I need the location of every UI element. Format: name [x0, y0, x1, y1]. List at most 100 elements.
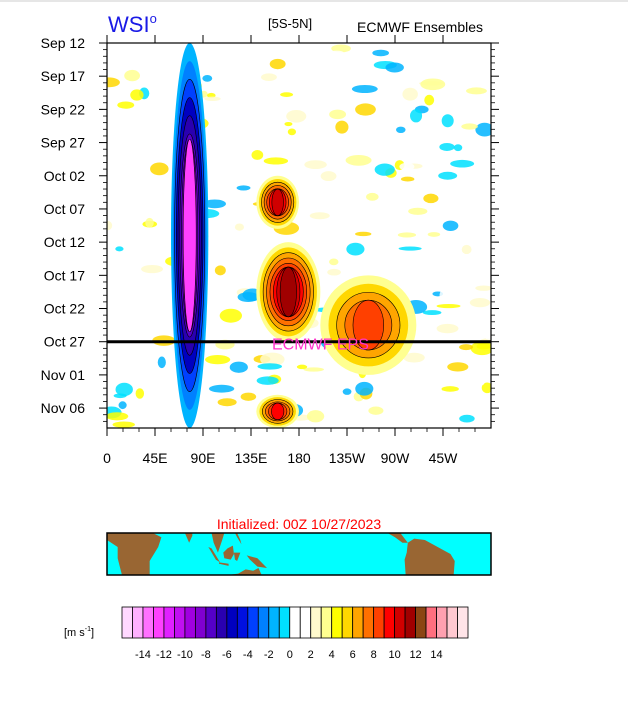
africa-landmass [107, 533, 162, 575]
x-tick-label: 180 [287, 450, 311, 466]
noise-blob [422, 310, 442, 316]
southeast-asia-landmass [211, 533, 225, 553]
noise-blob [107, 220, 113, 231]
colorbar-label: 14 [430, 649, 442, 661]
noise-blob [246, 80, 263, 90]
noise-blob [219, 187, 235, 193]
colorbar-box [341, 606, 354, 639]
colorbar-label: -8 [201, 649, 211, 661]
colorbar-box [362, 606, 375, 639]
noise-blob [436, 323, 459, 334]
colorbar-box [184, 606, 196, 639]
noise-blob [115, 246, 124, 252]
noise-blob [434, 45, 455, 51]
noise-blob [320, 171, 337, 182]
noise-blob [385, 62, 404, 73]
westerly-anomaly-contour [271, 402, 285, 421]
colorbar-label: 6 [350, 649, 356, 661]
noise-blob [345, 154, 372, 166]
noise-blob [330, 370, 339, 378]
sulawesi-island [233, 552, 241, 561]
noise-blob [423, 193, 439, 204]
colorbar-box [352, 606, 364, 639]
noise-blob [260, 73, 277, 81]
borneo-island [223, 545, 234, 560]
noise-blob [461, 123, 478, 130]
colorbar-label: -4 [243, 649, 253, 661]
noise-blob [269, 58, 286, 70]
map-frame [106, 532, 492, 576]
noise-blob [420, 78, 446, 91]
noise-blob [408, 207, 428, 215]
colorbar-box [268, 606, 280, 639]
colorbar-box [457, 606, 469, 639]
noise-blob [410, 109, 423, 123]
wsi-logo-text: WSI [108, 12, 150, 37]
colorbar-box [153, 606, 165, 639]
noise-blob [304, 160, 327, 170]
noise-blob [442, 220, 459, 231]
x-tick-label: 90W [381, 450, 411, 466]
colorbar-label: 2 [308, 649, 314, 661]
noise-blob [397, 232, 417, 238]
noise-blob [143, 241, 155, 250]
noise-blob [260, 352, 285, 367]
colorbar-label: 12 [409, 649, 421, 661]
x-axis: 0 45E 90E 135E 180 135W 90W 45W [103, 35, 476, 466]
noise-blob [346, 242, 365, 256]
noise-blob [141, 264, 164, 274]
y-tick-label: Oct 22 [44, 301, 85, 317]
noise-blob [112, 421, 135, 428]
noise-blob [402, 87, 418, 101]
noise-blob [476, 343, 491, 350]
colorbar-label: 0 [287, 649, 293, 661]
colorbar-box [174, 606, 186, 639]
noise-blob [157, 356, 166, 369]
colorbar-box [142, 606, 154, 639]
noise-blob [335, 120, 349, 134]
westerly-anomaly-contour [352, 299, 384, 351]
noise-blob [130, 89, 144, 101]
noise-blob [251, 150, 264, 160]
south-america-landmass [404, 538, 455, 575]
colorbar-box [289, 606, 301, 639]
colorbar-box [236, 606, 249, 639]
noise-blob [472, 380, 485, 386]
noise-blob [368, 406, 384, 415]
colorbar-box [331, 606, 343, 639]
noise-blob [466, 87, 487, 95]
noise-blob [205, 354, 231, 365]
noise-blob [107, 163, 129, 170]
wsi-logo: WSIo [108, 11, 157, 37]
noise-blob [107, 77, 120, 88]
y-tick-label: Oct 17 [44, 267, 85, 283]
colorbar-box [163, 606, 175, 639]
noise-blob [403, 352, 425, 363]
colorbar-box [132, 606, 144, 639]
noise-blob [450, 159, 475, 168]
top-border [0, 0, 628, 2]
noise-blob [208, 384, 235, 393]
noise-blob [436, 303, 461, 309]
y-axis: Sep 12 Sep 17 Sep 22 Sep 27 Oct 02 Oct 07 Oct … [41, 35, 499, 422]
y-tick-label: Oct 12 [44, 234, 85, 250]
x-tick-label: 0 [103, 450, 111, 466]
colorbar-box [310, 606, 322, 639]
noise-blob [217, 398, 237, 407]
y-tick-label: Oct 27 [44, 334, 85, 350]
land-masses [107, 533, 455, 575]
noise-blob [145, 217, 154, 228]
noise-blob [439, 142, 455, 151]
noise-blob [219, 308, 242, 323]
noise-blob [459, 344, 474, 351]
y-tick-label: Sep 27 [41, 135, 86, 151]
colorbar-box [226, 606, 238, 639]
noise-blob [329, 50, 344, 56]
noise-blob [329, 109, 347, 120]
noise-blob [389, 375, 406, 381]
noise-blob [309, 212, 330, 220]
colorbar-box [121, 606, 133, 639]
colorbar-box [320, 606, 333, 639]
noise-blob [438, 171, 458, 180]
